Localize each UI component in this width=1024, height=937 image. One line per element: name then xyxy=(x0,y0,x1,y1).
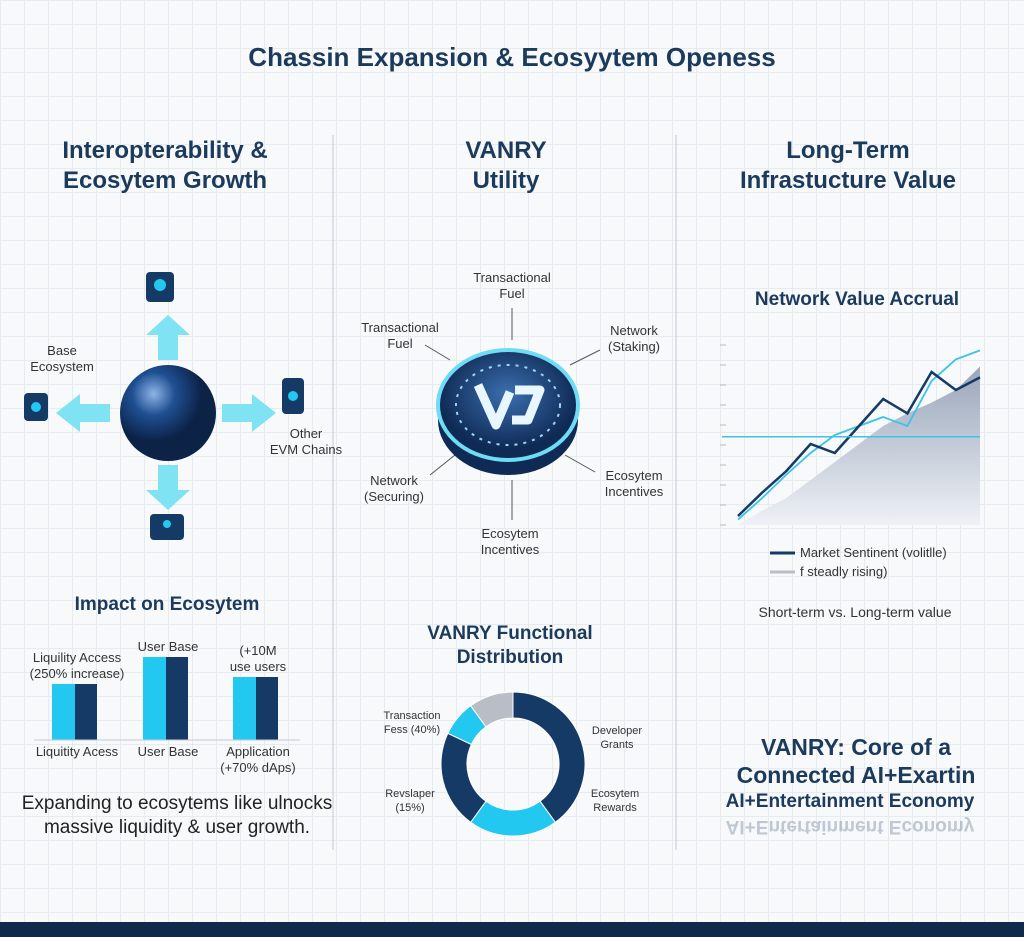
donut-label-line: (15%) xyxy=(395,801,425,814)
column-heading: Interopterability & Ecosytem Growth xyxy=(62,136,267,196)
line xyxy=(737,370,981,517)
bar xyxy=(166,657,188,740)
bar xyxy=(52,684,75,740)
donut-label-line: Revslaper xyxy=(385,788,435,800)
closing-text: AI+Entertainment Economy xyxy=(725,791,975,812)
donut-label-line: Transaction xyxy=(383,710,441,722)
section-title: VANRY Functional Distribution xyxy=(427,622,592,670)
column-heading: VANRY Utility xyxy=(465,136,546,196)
utility-label: Transactional Fuel xyxy=(361,320,439,353)
legend-label: Market Sentinent (volitlle) xyxy=(800,545,947,560)
caption-line: Expanding to ecosytems like ulnocks xyxy=(21,793,333,814)
column-heading-line: Ecosytem Growth xyxy=(62,167,268,194)
donut-label: Revslaper (15%) xyxy=(385,788,435,816)
bar-category-label: Application (+70% dAps) xyxy=(220,744,296,777)
diagram-label-line: Base xyxy=(47,343,77,358)
footer-band xyxy=(0,922,1024,937)
utility-label-line: Transactional xyxy=(473,270,551,285)
donut-label-line: Rewards xyxy=(593,801,637,814)
bar xyxy=(256,677,278,740)
bar-category-label: Liquitity Acess xyxy=(35,744,119,759)
column-heading-line: Long-Term xyxy=(786,137,910,164)
bar xyxy=(143,657,166,740)
donut-segment xyxy=(440,732,487,823)
column-heading-line: Interopterability & xyxy=(62,137,268,164)
utility-label-line: Fuel xyxy=(387,336,413,352)
bar-top-label-line: User Base xyxy=(137,639,199,654)
donut-segment xyxy=(469,800,557,837)
diagram-label-line: Other xyxy=(289,426,323,441)
utility-label: Ecosytem Incentives xyxy=(481,526,540,559)
closing-text: VANRY: Core of a xyxy=(761,734,951,760)
utility-label-line: Ecosytem xyxy=(481,526,539,541)
utility-label-line: Network xyxy=(370,473,418,488)
donut-label-line: Grants xyxy=(600,738,634,751)
column-heading-line: VANRY xyxy=(465,137,547,164)
utility-label-line: Ecosytem xyxy=(605,468,663,483)
utility-label: Network (Staking) xyxy=(608,323,660,356)
utility-label-line: Network xyxy=(610,323,658,338)
caption-line: massive liquidity & user growth. xyxy=(43,816,311,838)
ecosystem-diagram xyxy=(24,272,304,540)
utility-label-line: Incentives xyxy=(480,542,540,558)
bar-category-label: User Base xyxy=(137,744,199,759)
legend-label: f steadly rising) xyxy=(800,564,888,579)
column-heading-line: Infrastucture Value xyxy=(739,167,957,194)
bar-top-label: (+10M use users xyxy=(230,643,286,676)
donut-label-line: Developer xyxy=(591,725,643,737)
utility-label: Transactional Fuel xyxy=(473,270,551,303)
bar-top-label: User Base xyxy=(138,639,199,655)
donut-segment xyxy=(512,691,586,823)
diagram-label-line: EVM Chains xyxy=(269,442,343,458)
diagram-label: Other EVM Chains xyxy=(270,426,342,459)
section-title: Network Value Accrual xyxy=(754,289,960,310)
utility-label: Network (Securing) xyxy=(364,473,424,506)
donut-label: Transaction Fess (40%) xyxy=(383,710,440,738)
closing-text: Connected AI+Exartin xyxy=(736,762,976,788)
bar-top-label-line: Liquility Access xyxy=(32,650,122,665)
column-heading: Long-Term Infrastucture Value xyxy=(740,136,956,196)
diagram-label: Base Ecosystem xyxy=(30,343,94,376)
section-title: Impact on Ecosytem xyxy=(74,594,260,615)
bar xyxy=(75,684,97,740)
column-heading-line: Utility xyxy=(472,167,540,194)
vanry-coin xyxy=(424,308,601,520)
diagram-label-line: Ecosystem xyxy=(30,359,94,375)
bar-top-label-line: (+10M xyxy=(239,643,277,658)
section-title-line: VANRY Functional xyxy=(427,623,593,644)
bar-category-label-line: (+70% dAps) xyxy=(220,760,296,776)
page-title: Chassin Expansion & Ecosyytem Openess xyxy=(248,42,776,72)
bar-top-label-line: (250% increase) xyxy=(29,666,125,682)
utility-label-line: (Staking) xyxy=(607,339,661,355)
donut-label-line: Fess (40%) xyxy=(383,723,441,736)
bar-top-label-line: use users xyxy=(229,659,287,675)
caption: Short-term vs. Long-term value xyxy=(758,604,952,620)
utility-label-line: (Securing) xyxy=(364,489,424,505)
donut-segment xyxy=(469,691,514,728)
donut-label: Developer Grants xyxy=(592,725,642,753)
caption: Expanding to ecosytems like ulnocks massi… xyxy=(22,792,333,840)
utility-label-line: Transactional xyxy=(361,320,439,335)
utility-label-line: Fuel xyxy=(499,286,525,302)
utility-label-line: Incentives xyxy=(604,484,664,500)
bar xyxy=(233,677,256,740)
donut-label-line: Ecosytem xyxy=(590,788,640,800)
area xyxy=(738,366,980,525)
bar-category-label-line: Application xyxy=(226,744,290,759)
closing-reflection: AI+Entertainment Economy xyxy=(725,816,975,837)
utility-label: Ecosytem Incentives xyxy=(605,468,664,501)
section-title-line: Distribution xyxy=(456,646,564,668)
donut-label: Ecosytem Rewards xyxy=(591,788,639,816)
bar-top-label: Liquility Access (250% increase) xyxy=(30,650,125,683)
